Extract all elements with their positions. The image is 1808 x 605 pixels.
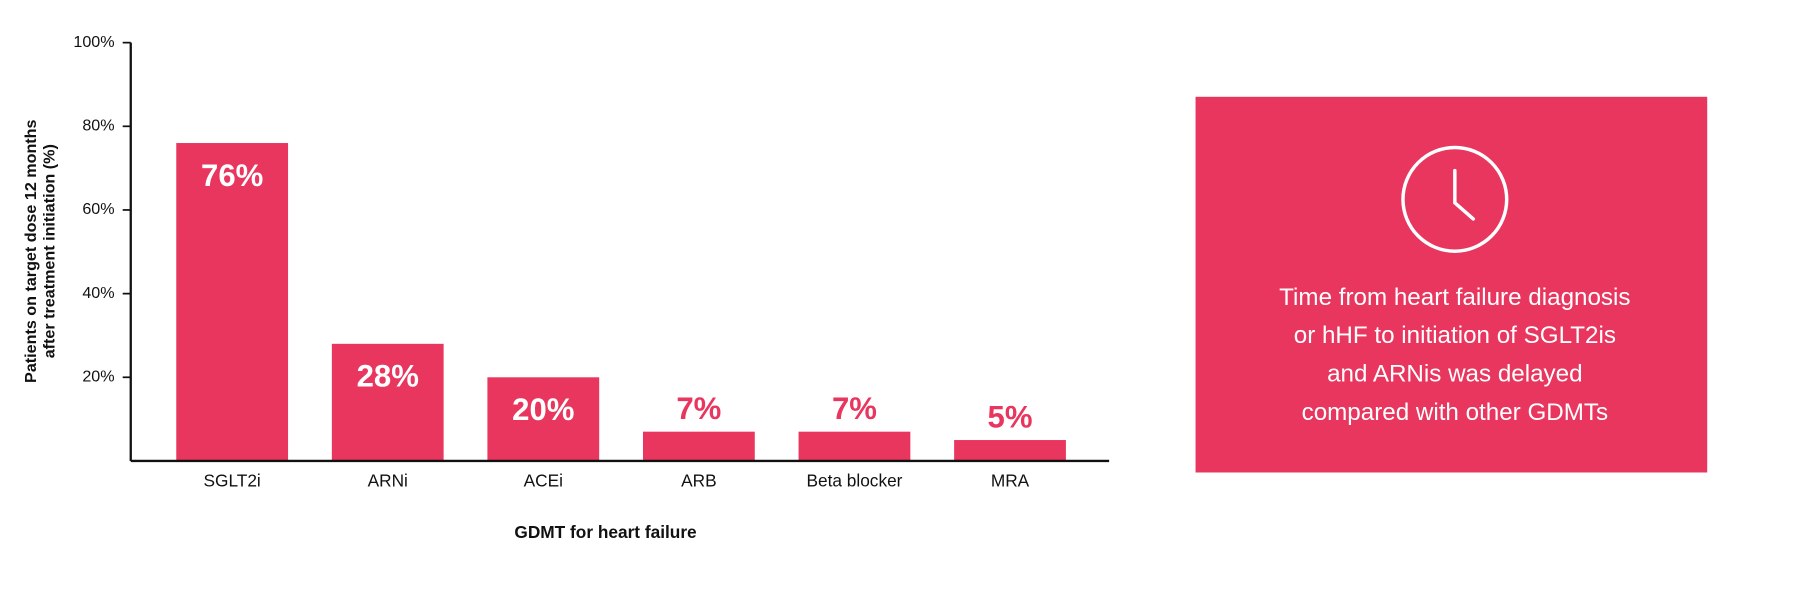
clock-hands	[1453, 168, 1476, 221]
x-tick-label: MRA	[991, 470, 1030, 490]
callout-panel	[1195, 96, 1708, 473]
y-tick-label: 20%	[82, 368, 114, 386]
bar	[642, 431, 755, 461]
value-label: 5%	[988, 400, 1033, 435]
bar	[176, 143, 289, 461]
value-label: 7%	[676, 391, 721, 426]
y-tick-label: 40%	[82, 284, 114, 302]
callout-text: Time from heart failure diagnosis or hHF …	[1279, 284, 1630, 426]
bar	[954, 440, 1066, 461]
callout-line: or hHF to initiation of SGLT2is	[1294, 322, 1616, 349]
y-tick-label: 100%	[73, 33, 114, 51]
callout-line: and ARNis was delayed	[1327, 361, 1582, 388]
bar	[331, 343, 444, 461]
callout-line: compared with other GDMTs	[1302, 399, 1608, 426]
value-label: 20%	[512, 392, 574, 427]
value-label: 28%	[357, 359, 419, 394]
y-axis-title: Patients on target dose 12 months after …	[22, 119, 58, 382]
value-label: 76%	[201, 158, 263, 193]
y-tick-label: 60%	[82, 200, 114, 218]
x-tick-label: Beta blocker	[806, 470, 902, 490]
x-tick-label: ARB	[681, 470, 717, 490]
clock-icon	[1401, 145, 1509, 253]
value-label: 7%	[832, 391, 877, 426]
bar	[487, 377, 600, 461]
x-tick-label: ACEi	[524, 470, 563, 490]
callout-line: Time from heart failure diagnosis	[1279, 284, 1630, 311]
bar	[798, 431, 911, 461]
x-axis-title: GDMT for heart failure	[514, 522, 697, 542]
x-tick-label: ARNi	[368, 470, 408, 490]
x-tick-label: SGLT2i	[204, 470, 261, 490]
y-axis-title-line: after treatment initiation (%)	[40, 144, 58, 358]
y-axis-title-line: Patients on target dose 12 months	[22, 119, 40, 382]
y-tick-label: 80%	[82, 117, 114, 135]
